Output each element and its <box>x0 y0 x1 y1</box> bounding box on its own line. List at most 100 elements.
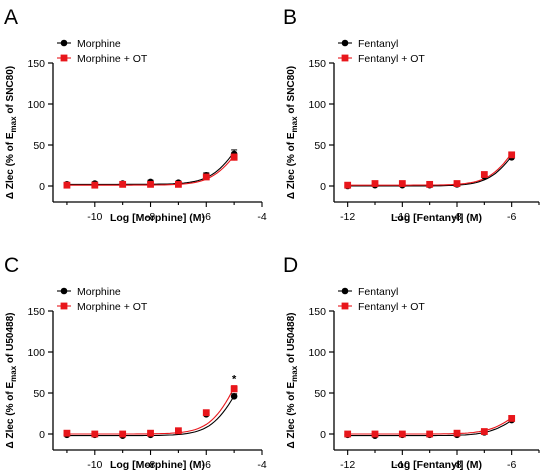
x-tick-label: -10 <box>87 211 102 223</box>
data-point <box>63 429 71 437</box>
data-point <box>508 151 516 159</box>
legend-marker <box>60 302 68 310</box>
data-point <box>230 392 238 400</box>
panel-c: C 0 50 100 150 -10 -8 -6 -4 Log [Morphine] (M) Δ Z… <box>4 254 267 471</box>
x-tick-label: -12 <box>340 459 355 471</box>
panel-letter: A <box>4 6 18 29</box>
legend-label: Fentanyl <box>358 286 398 298</box>
significance-marker: * <box>232 373 237 385</box>
panel-a: A 0 50 100 150 -10 -8 -6 -4 Log [Morphine] (M) Δ Z… <box>4 6 267 224</box>
data-point <box>480 171 488 178</box>
data-point <box>453 180 461 187</box>
y-tick-label: 150 <box>27 58 45 70</box>
x-tick-label: -6 <box>202 459 211 471</box>
data-point <box>202 173 210 181</box>
y-tick-label: 50 <box>314 388 326 400</box>
x-tick-label: -10 <box>395 211 410 223</box>
x-tick-label: -4 <box>257 211 266 223</box>
y-axis-title-part: of SNC80) <box>286 66 297 117</box>
y-tick-label: 0 <box>39 429 45 441</box>
y-axis-title-subscript: max <box>9 116 18 133</box>
legend-label: Morphine + OT <box>77 53 148 65</box>
legend-marker <box>341 302 349 310</box>
data-point <box>453 429 461 437</box>
legend-label: Morphine <box>77 38 121 50</box>
y-tick-label: 100 <box>308 99 326 111</box>
panel-b: B 0 50 100 150 -12 -10 -8 -6 Log [Fentanyl] (M) Δ … <box>283 6 540 224</box>
x-tick-label: -8 <box>452 211 461 223</box>
y-axis-title-part: of SNC80) <box>5 66 16 117</box>
panel-letter: C <box>4 254 19 277</box>
data-point <box>202 409 210 417</box>
data-point <box>426 180 434 188</box>
y-axis-title-subscript: max <box>290 116 299 133</box>
x-axis-title: Log [Fentanyl] (M) <box>391 459 482 471</box>
y-tick-label: 50 <box>33 388 45 400</box>
legend-marker <box>60 287 68 295</box>
y-tick-label: 150 <box>308 58 326 70</box>
data-point <box>371 430 379 438</box>
y-axis-title: Δ Zlec (% of Emax of U50488) <box>5 312 18 448</box>
y-axis-title: Δ Zlec (% of Emax of SNC80) <box>286 66 299 199</box>
x-axis-title: Log [Morphine] (M) <box>110 459 205 471</box>
x-tick-label: -6 <box>507 211 516 223</box>
legend-marker <box>60 39 68 47</box>
x-tick-label: -8 <box>146 459 155 471</box>
panel-letter: B <box>283 6 297 29</box>
data-point <box>344 430 352 438</box>
x-tick-label: -6 <box>507 459 516 471</box>
data-point <box>230 385 238 393</box>
legend-marker <box>341 39 349 47</box>
x-tick-label: -8 <box>146 211 155 223</box>
data-point <box>175 427 182 435</box>
data-point <box>398 430 406 438</box>
data-point <box>480 428 488 435</box>
data-point <box>91 430 99 438</box>
y-axis-title-part: of U50488) <box>286 312 297 365</box>
x-tick-label: -8 <box>452 459 461 471</box>
y-tick-label: 0 <box>39 181 45 193</box>
x-tick-label: -10 <box>395 459 410 471</box>
data-point <box>147 180 154 188</box>
y-tick-label: 150 <box>308 306 326 318</box>
legend-label: Fentanyl + OT <box>358 53 425 65</box>
y-tick-label: 0 <box>320 181 326 193</box>
data-point <box>426 430 434 438</box>
legend-marker <box>60 54 68 62</box>
y-axis-title: Δ Zlec (% of Emax of U50488) <box>286 312 299 448</box>
x-axis-title: Log [Fentanyl] (M) <box>391 212 482 224</box>
y-tick-label: 50 <box>314 140 326 152</box>
y-axis-title-subscript: max <box>290 365 299 382</box>
y-tick-label: 0 <box>320 429 326 441</box>
y-axis-title-part: Δ Zlec (% of E <box>286 132 297 199</box>
data-point <box>63 181 71 189</box>
y-tick-label: 100 <box>27 347 45 359</box>
legend-marker <box>341 287 349 295</box>
y-axis-title: Δ Zlec (% of Emax of SNC80) <box>5 66 18 199</box>
y-tick-label: 50 <box>33 140 45 152</box>
y-axis-title-part: Δ Zlec (% of E <box>5 132 16 199</box>
data-point <box>398 180 406 187</box>
y-axis-title-part: Δ Zlec (% of E <box>5 382 16 449</box>
data-point <box>230 153 238 161</box>
data-point <box>119 180 127 188</box>
legend-label: Fentanyl <box>358 38 398 50</box>
legend-label: Morphine <box>77 286 121 298</box>
data-point <box>119 430 127 438</box>
legend-marker <box>341 54 349 62</box>
data-point <box>175 180 182 188</box>
x-tick-label: -6 <box>202 211 211 223</box>
data-point <box>371 180 379 187</box>
y-tick-label: 100 <box>27 99 45 111</box>
data-point <box>91 181 99 189</box>
panel-d: D 0 50 100 150 -12 -10 -8 -6 Log [Fentanyl] (M) Δ … <box>283 254 540 471</box>
y-axis-title-part: of U50488) <box>5 312 16 365</box>
legend-label: Fentanyl + OT <box>358 301 425 313</box>
x-tick-label: -10 <box>87 459 102 471</box>
y-axis-title-subscript: max <box>9 365 18 382</box>
data-point <box>147 429 154 437</box>
data-point <box>344 181 352 189</box>
panel-letter: D <box>283 254 298 277</box>
x-tick-label: -12 <box>340 211 355 223</box>
